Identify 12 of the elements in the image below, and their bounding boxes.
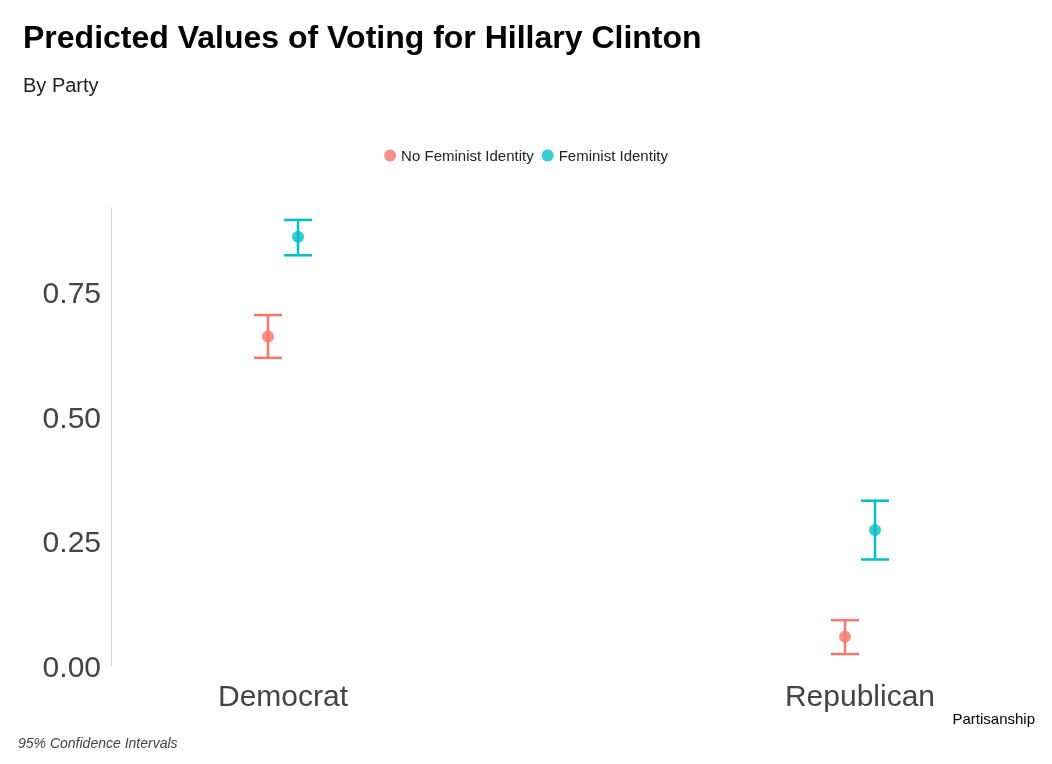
y-tick-label: 0.25 [42,525,101,559]
chart-subtitle: By Party [23,74,99,96]
legend-label: Feminist Identity [558,147,669,164]
legend-label: No Feminist Identity [401,147,535,164]
y-tick-label: 0.50 [42,400,101,434]
y-tick-label: 0.75 [42,276,101,310]
x-tick-label: Republican [784,678,936,712]
x-axis-title: Partisanship [952,710,1035,727]
y-tick-label: 0.00 [42,649,101,683]
chart-title: Predicted Values of Voting for Hillary Clinton [23,19,702,55]
text: 95% Confidence Intervals [18,735,178,751]
x-tick-label: Democrat [217,678,349,712]
